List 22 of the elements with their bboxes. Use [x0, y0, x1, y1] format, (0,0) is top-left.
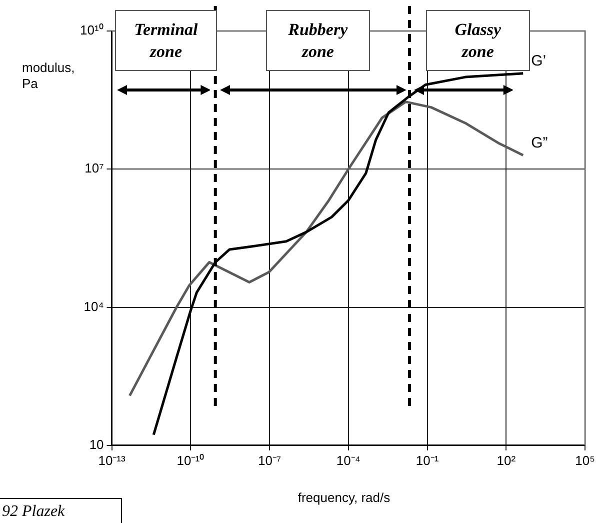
- x-tick-label: 10⁻¹: [416, 452, 440, 468]
- x-tick-label: 10⁻¹³: [98, 452, 126, 468]
- text: 92 Plazek: [0, 498, 122, 523]
- x-tick-label: 10²: [496, 452, 516, 468]
- label-box: Rubbery zone: [266, 10, 370, 71]
- annotation: Terminal zone: [134, 18, 198, 62]
- x-tick-label: 10⁻⁷: [258, 452, 282, 468]
- series-label: G’: [531, 52, 546, 70]
- x-tick-label: 10⁻⁴: [336, 452, 360, 468]
- label-box: Terminal zone: [114, 10, 218, 71]
- label-box: Glassy zone: [426, 10, 530, 71]
- y-tick-label: 10: [89, 436, 104, 452]
- series-label: G”: [531, 134, 548, 152]
- x-tick-label: 10⁵: [575, 452, 596, 468]
- annotation: Glassy zone: [454, 18, 501, 62]
- y-tick-label: 10⁷: [84, 160, 104, 176]
- x-tick-label: 10⁻¹⁰: [176, 452, 205, 468]
- x-axis-title: frequency, rad/s: [298, 490, 390, 505]
- annotation: Rubbery zone: [288, 18, 348, 62]
- y-tick-label: 10⁴: [84, 298, 104, 314]
- y-tick-label: 10¹⁰: [80, 22, 104, 38]
- y-axis-title: modulus, Pa: [22, 60, 75, 92]
